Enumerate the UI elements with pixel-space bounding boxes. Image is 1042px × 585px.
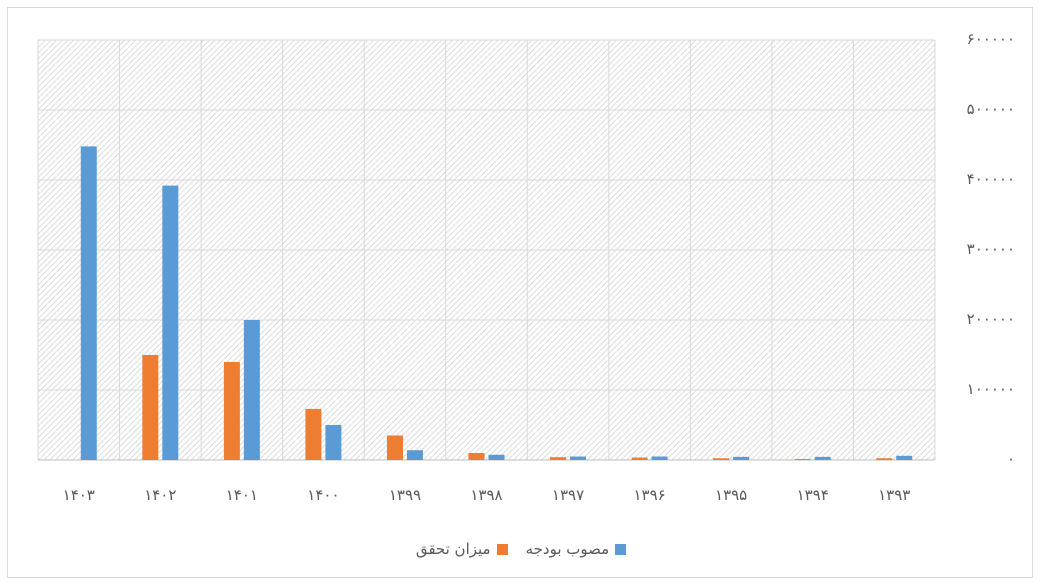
y-tick-label: ۰ <box>1007 450 1015 468</box>
bar-realization <box>631 457 648 460</box>
x-tick-label: ۱۴۰۰ <box>307 486 339 504</box>
bar-realization <box>142 355 159 460</box>
bar-realization <box>223 362 240 460</box>
y-tick-label: ۴۰۰۰۰۰ <box>967 170 1015 188</box>
bar-layer <box>80 146 913 460</box>
x-tick-label: ۱۳۹۴ <box>797 486 829 504</box>
legend-item-realization: میزان تحقق <box>416 540 508 558</box>
bar-budget <box>651 456 668 460</box>
bar-realization <box>305 408 322 460</box>
y-tick-label: ۵۰۰۰۰۰ <box>967 100 1015 118</box>
bar-budget <box>896 455 913 460</box>
bar-realization <box>713 458 730 460</box>
bar-budget <box>488 454 505 460</box>
bar-realization <box>794 458 811 460</box>
legend-swatch-realization <box>496 543 508 555</box>
legend: مصوب بودجه میزان تحقق <box>0 540 1042 558</box>
bar-realization <box>876 458 893 460</box>
legend-item-budget: مصوب بودجه <box>526 540 627 558</box>
bar-budget <box>325 425 342 460</box>
x-tick-label: ۱۳۹۷ <box>552 486 584 504</box>
x-axis-ticks: ۱۳۹۳ ۱۳۹۴ ۱۳۹۵ ۱۳۹۶ ۱۳۹۷ ۱۳۹۸ ۱۳۹۹ ۱۴۰۰ ۱۴۰۱ ۱۴۰۲… <box>63 486 911 504</box>
bar-budget <box>80 146 97 460</box>
bar-budget <box>570 456 587 460</box>
x-tick-label: ۱۳۹۳ <box>878 486 910 504</box>
x-tick-label: ۱۳۹۹ <box>389 486 421 504</box>
grid-layer <box>37 39 936 461</box>
bar-budget <box>243 320 260 460</box>
y-tick-label: ۶۰۰۰۰۰ <box>967 30 1015 48</box>
y-axis-ticks: ۰ ۱۰۰۰۰۰ ۲۰۰۰۰۰ ۳۰۰۰۰۰ ۴۰۰۰۰۰ ۵۰۰۰۰۰ ۶۰۰۰۰۰ <box>967 30 1015 468</box>
bar-budget <box>406 450 423 460</box>
bar-budget <box>814 456 831 460</box>
bar-realization <box>550 457 567 460</box>
bar-budget <box>162 185 179 460</box>
legend-label-realization: میزان تحقق <box>415 540 491 558</box>
y-tick-label: ۱۰۰۰۰۰ <box>967 380 1015 398</box>
y-tick-label: ۳۰۰۰۰۰ <box>967 240 1015 258</box>
bar-realization <box>468 453 485 460</box>
bar-budget <box>733 456 750 460</box>
x-tick-label: ۱۴۰۱ <box>226 486 258 504</box>
x-tick-label: ۱۴۰۳ <box>63 486 95 504</box>
legend-swatch-budget <box>615 543 627 555</box>
x-tick-label: ۱۳۹۸ <box>470 486 502 504</box>
legend-label-budget: مصوب بودجه <box>525 540 610 558</box>
x-tick-label: ۱۴۰۲ <box>144 486 176 504</box>
y-tick-label: ۲۰۰۰۰۰ <box>967 310 1015 328</box>
x-tick-label: ۱۳۹۶ <box>633 486 665 504</box>
bar-realization <box>386 435 403 460</box>
x-tick-label: ۱۳۹۵ <box>715 486 747 504</box>
